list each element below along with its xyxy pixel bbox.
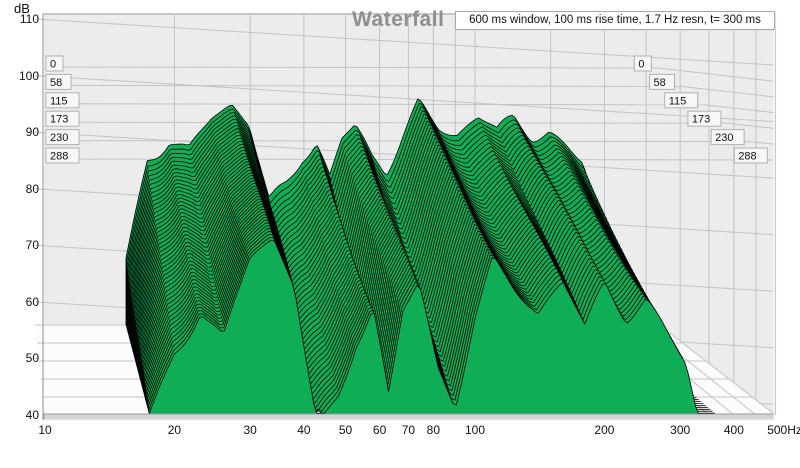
svg-text:58: 58	[654, 77, 666, 89]
svg-text:0: 0	[638, 59, 644, 71]
waterfall-surface	[125, 98, 715, 414]
freq-tick-10: 10	[38, 423, 52, 437]
freq-tick-80: 80	[426, 423, 441, 437]
db-axis-title: dB	[14, 1, 30, 16]
svg-text:115: 115	[669, 95, 687, 107]
svg-text:58: 58	[50, 77, 62, 89]
freq-tick-70: 70	[401, 423, 416, 437]
freq-tick-50: 50	[338, 423, 353, 437]
legend-bar: ✓ LR- Cloud Test dB	[0, 442, 800, 464]
front-edge-strip	[43, 413, 775, 421]
db-tick-50: 50	[25, 351, 39, 366]
db-tick-90: 90	[25, 125, 39, 140]
freq-tick-30: 30	[243, 423, 257, 437]
db-tick-70: 70	[25, 238, 39, 253]
freq-tick-40: 40	[297, 423, 311, 437]
svg-text:288: 288	[50, 151, 68, 163]
svg-text:230: 230	[715, 132, 733, 144]
db-tick-80: 80	[25, 181, 39, 196]
freq-tick-200: 200	[594, 423, 615, 437]
svg-text:173: 173	[50, 114, 68, 126]
freq-tick-100: 100	[464, 423, 486, 437]
measurement-info-box: 600 ms window, 100 ms rise time, 1.7 Hz …	[455, 11, 775, 30]
svg-text:230: 230	[50, 132, 68, 144]
db-tick-40: 40	[25, 407, 39, 422]
svg-text:115: 115	[50, 95, 68, 107]
freq-tick-500: 500Hz	[767, 423, 800, 437]
svg-text:288: 288	[738, 151, 756, 163]
db-tick-60: 60	[25, 294, 39, 309]
db-tick-110: 110	[19, 12, 39, 26]
freq-tick-20: 20	[167, 423, 182, 437]
freq-tick-300: 300	[670, 423, 691, 437]
db-tick-100: 100	[18, 68, 39, 83]
svg-text:173: 173	[692, 114, 710, 126]
freq-tick-60: 60	[372, 423, 387, 437]
svg-text:0: 0	[50, 59, 56, 71]
freq-tick-400: 400	[723, 423, 744, 437]
chart-title: Waterfall	[352, 8, 445, 31]
